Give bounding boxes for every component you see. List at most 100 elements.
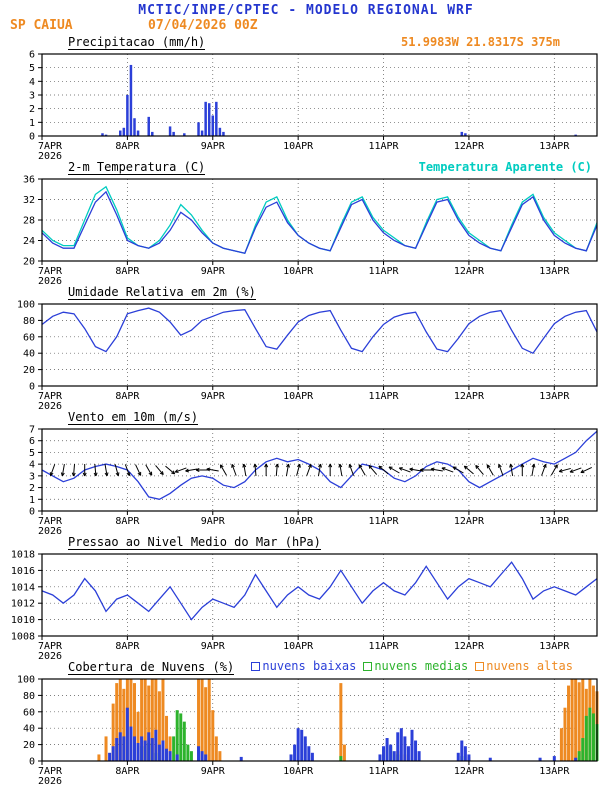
station-name: SP CAIUA [10, 18, 73, 33]
svg-text:32: 32 [23, 195, 35, 206]
svg-text:0: 0 [29, 757, 35, 768]
svg-text:80: 80 [23, 691, 35, 702]
svg-text:12APR: 12APR [454, 391, 485, 402]
svg-text:7APR: 7APR [38, 141, 63, 152]
svg-text:6: 6 [29, 50, 35, 61]
svg-text:11APR: 11APR [368, 141, 399, 152]
apparent-temperature-legend: Temperatura Aparente (C) [418, 160, 592, 174]
svg-text:100: 100 [17, 300, 35, 311]
svg-text:8APR: 8APR [115, 266, 140, 277]
svg-text:0: 0 [29, 507, 35, 518]
svg-text:11APR: 11APR [368, 516, 399, 527]
svg-text:13APR: 13APR [539, 266, 570, 277]
svg-text:12APR: 12APR [454, 641, 485, 652]
svg-text:13APR: 13APR [539, 391, 570, 402]
svg-text:1: 1 [29, 118, 35, 129]
svg-text:7: 7 [29, 425, 35, 436]
svg-text:6: 6 [29, 436, 35, 447]
svg-text:12APR: 12APR [454, 266, 485, 277]
svg-text:7APR: 7APR [38, 391, 63, 402]
panel-cloud-cover-header: Cobertura de Nuvens (%) nuvens baixas nu… [0, 660, 612, 675]
svg-text:2: 2 [29, 483, 35, 494]
svg-text:10APR: 10APR [283, 766, 314, 777]
svg-text:10APR: 10APR [283, 266, 314, 277]
svg-text:4: 4 [29, 77, 35, 88]
svg-text:11APR: 11APR [368, 266, 399, 277]
svg-text:20: 20 [23, 740, 35, 751]
svg-text:2026: 2026 [38, 526, 62, 535]
svg-text:100: 100 [17, 675, 35, 686]
legend-item-mid-clouds: nuvens medias [363, 660, 468, 672]
svg-text:1010: 1010 [11, 615, 35, 626]
svg-text:5: 5 [29, 448, 35, 459]
panel-precipitation-header: Precipitacao (mm/h) 51.9983W 21.8317S 37… [0, 35, 612, 50]
svg-text:8APR: 8APR [115, 391, 140, 402]
svg-text:60: 60 [23, 332, 35, 343]
svg-text:3: 3 [29, 471, 35, 482]
svg-text:13APR: 13APR [539, 516, 570, 527]
svg-text:9APR: 9APR [201, 391, 226, 402]
svg-text:20: 20 [23, 365, 35, 376]
svg-text:12APR: 12APR [454, 141, 485, 152]
svg-text:2026: 2026 [38, 151, 62, 160]
svg-text:1: 1 [29, 495, 35, 506]
svg-text:1008: 1008 [11, 632, 35, 643]
run-info-row: SP CAIUA 07/04/2026 00Z [0, 18, 612, 35]
svg-text:0: 0 [29, 382, 35, 393]
svg-text:7APR: 7APR [38, 516, 63, 527]
cloud-legend: nuvens baixas nuvens medias nuvens altas [251, 660, 573, 672]
panel-wind-header: Vento em 10m (m/s) [0, 410, 612, 425]
svg-text:28: 28 [23, 216, 35, 227]
panel-precipitation: Precipitacao (mm/h) 51.9983W 21.8317S 37… [0, 35, 612, 160]
panel-title-precipitation: Precipitacao (mm/h) [68, 35, 206, 50]
svg-text:40: 40 [23, 724, 35, 735]
svg-text:9APR: 9APR [201, 641, 226, 652]
panel-humidity-header: Umidade Relativa em 2m (%) [0, 285, 612, 300]
legend-item-high-clouds: nuvens altas [475, 660, 573, 672]
svg-text:1012: 1012 [11, 599, 35, 610]
panel-pressure: Pressao ao Nivel Medio do Mar (hPa) 1008… [0, 535, 612, 660]
svg-text:8APR: 8APR [115, 766, 140, 777]
svg-text:7APR: 7APR [38, 766, 63, 777]
panel-pressure-header: Pressao ao Nivel Medio do Mar (hPa) [0, 535, 612, 550]
svg-text:11APR: 11APR [368, 766, 399, 777]
svg-text:11APR: 11APR [368, 641, 399, 652]
svg-text:7APR: 7APR [38, 641, 63, 652]
svg-text:2026: 2026 [38, 276, 62, 285]
svg-text:12APR: 12APR [454, 516, 485, 527]
panel-cloud-cover: Cobertura de Nuvens (%) nuvens baixas nu… [0, 660, 612, 785]
panel-temperature: 2-m Temperatura (C) Temperatura Aparente… [0, 160, 612, 285]
svg-text:2: 2 [29, 104, 35, 115]
svg-text:10APR: 10APR [283, 641, 314, 652]
svg-text:13APR: 13APR [539, 141, 570, 152]
svg-text:1018: 1018 [11, 550, 35, 561]
panel-title-humidity: Umidade Relativa em 2m (%) [68, 285, 256, 300]
svg-text:1014: 1014 [11, 582, 35, 593]
svg-text:24: 24 [23, 236, 35, 247]
svg-text:9APR: 9APR [201, 516, 226, 527]
svg-text:9APR: 9APR [201, 266, 226, 277]
panel-humidity: Umidade Relativa em 2m (%) 0 20 40 60 80 100 7… [0, 285, 612, 410]
run-datetime: 07/04/2026 00Z [148, 18, 258, 33]
svg-text:0: 0 [29, 132, 35, 143]
page-header: MCTIC/INPE/CPTEC - MODELO REGIONAL WRF S… [0, 0, 612, 35]
svg-text:3: 3 [29, 91, 35, 102]
station-location: 51.9983W 21.8317S 375m [401, 35, 560, 49]
svg-text:9APR: 9APR [201, 766, 226, 777]
svg-text:8APR: 8APR [115, 516, 140, 527]
panel-temperature-header: 2-m Temperatura (C) Temperatura Aparente… [0, 160, 612, 175]
svg-text:36: 36 [23, 175, 35, 186]
svg-text:9APR: 9APR [201, 141, 226, 152]
svg-text:5: 5 [29, 63, 35, 74]
svg-text:11APR: 11APR [368, 391, 399, 402]
model-title: MCTIC/INPE/CPTEC - MODELO REGIONAL WRF [138, 3, 474, 18]
panel-title-cloud-cover: Cobertura de Nuvens (%) [68, 660, 235, 675]
svg-text:7APR: 7APR [38, 266, 63, 277]
svg-text:10APR: 10APR [283, 516, 314, 527]
svg-text:2026: 2026 [38, 776, 62, 785]
svg-text:80: 80 [23, 316, 35, 327]
